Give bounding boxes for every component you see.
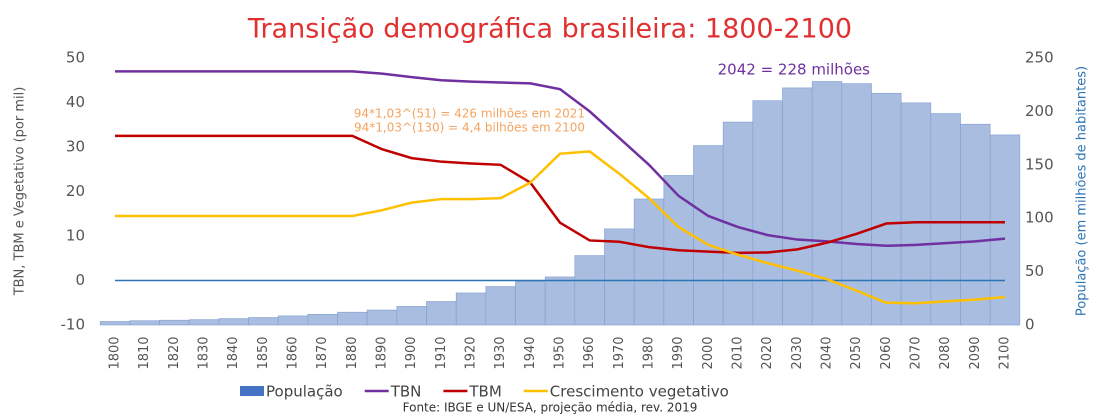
x-tick-label: 1910 — [434, 336, 449, 369]
bar — [277, 315, 309, 326]
y2-tick-label: 100 — [1025, 209, 1054, 227]
bar — [485, 286, 516, 326]
x-tick-label: 1990 — [671, 336, 686, 369]
bar — [900, 102, 932, 326]
x-tick-label: 1850 — [256, 336, 271, 369]
bar — [693, 145, 724, 326]
legend-label: TBN — [390, 383, 422, 401]
y-tick-label: 30 — [66, 138, 85, 156]
y-tick-label: 40 — [66, 93, 85, 111]
x-tick-label: 2020 — [760, 336, 775, 369]
bar — [841, 83, 872, 326]
legend-label: TBM — [468, 383, 501, 401]
bar — [752, 100, 783, 326]
bar — [188, 319, 220, 326]
bar — [871, 92, 902, 326]
bar — [426, 301, 457, 326]
x-tick-label: 1880 — [345, 336, 360, 369]
bar — [396, 306, 427, 326]
x-tick-label: 1860 — [286, 336, 301, 369]
line — [115, 134, 1005, 255]
y-tick-label: 0 — [75, 271, 85, 289]
x-tick-label: 1980 — [642, 336, 657, 369]
x-tick-label: 1950 — [553, 336, 568, 369]
x-tick-label: 1800 — [108, 336, 123, 369]
bar — [811, 81, 843, 326]
y-tick-label: 20 — [66, 182, 85, 200]
y2-tick-label: 200 — [1025, 102, 1054, 120]
x-tick-label: 2080 — [938, 336, 953, 369]
y2-tick-label: 250 — [1025, 49, 1054, 67]
x-tick-label: 2000 — [701, 336, 716, 369]
annotation: 94*1,03^(51) = 426 milhões em 2021 — [354, 107, 585, 121]
bar — [604, 228, 635, 326]
x-tick-label: 1900 — [404, 336, 419, 369]
x-tick-label: 1870 — [315, 336, 330, 369]
y-tick-label: 10 — [66, 227, 85, 245]
y-axis-label: TBN, TBM e Vegetativo (por mil) — [13, 87, 28, 297]
x-tick-label: 1960 — [582, 336, 597, 369]
x-tick-label: 1820 — [167, 336, 182, 369]
x-tick-label: 2050 — [849, 336, 864, 369]
bar — [366, 309, 398, 326]
bar — [307, 314, 338, 326]
x-tick-label: 2060 — [879, 336, 894, 369]
annotation: 94*1,03^(130) = 4,4 bilhões em 2100 — [354, 121, 585, 135]
x-tick-label: 2090 — [968, 336, 983, 369]
bar — [633, 198, 665, 326]
line — [115, 70, 1006, 248]
x-tick-label: 1840 — [226, 336, 241, 369]
bar — [337, 311, 368, 326]
bar — [248, 317, 279, 326]
x-tick-label: 1810 — [137, 336, 152, 369]
bar — [960, 123, 991, 326]
x-tick-label: 1830 — [197, 336, 212, 369]
bar — [574, 255, 605, 326]
legend-label: Crescimento vegetativo — [550, 383, 729, 401]
x-tick-label: 1930 — [493, 336, 508, 369]
bar — [989, 134, 1021, 326]
source: Fonte: IBGE e UN/ESA, projeção média, re… — [403, 401, 698, 415]
bar — [129, 320, 160, 326]
x-tick-label: 1970 — [612, 336, 627, 369]
bar — [782, 87, 813, 326]
bar — [159, 319, 190, 326]
x-tick-label: 2030 — [790, 336, 805, 369]
bar — [544, 276, 576, 326]
x-tick-label: 1940 — [523, 336, 538, 369]
y2-tick-label: 0 — [1025, 316, 1035, 334]
bar — [930, 113, 961, 326]
y-tick-label: 50 — [66, 49, 85, 67]
x-tick-label: 1920 — [464, 336, 479, 369]
annotation: 2042 = 228 milhões — [718, 61, 871, 79]
chart-title: Transição demográfica brasileira: 1800-2… — [247, 14, 852, 45]
legend-swatch — [240, 386, 264, 396]
y-tick-label: -10 — [61, 316, 86, 334]
legend-label: População — [266, 383, 343, 401]
x-tick-label: 2070 — [909, 336, 924, 369]
x-tick-label: 2010 — [731, 336, 746, 369]
bar — [515, 280, 546, 326]
y2-axis-label: População (em milhões de habitantes) — [1075, 66, 1090, 316]
bar — [218, 318, 249, 326]
bar — [455, 292, 487, 326]
y2-tick-label: 150 — [1025, 155, 1054, 173]
x-tick-label: 2100 — [998, 336, 1013, 369]
line — [115, 150, 1006, 305]
bar — [99, 321, 131, 326]
y2-tick-label: 50 — [1025, 262, 1044, 280]
x-tick-label: 2040 — [820, 336, 835, 369]
x-tick-label: 1890 — [375, 336, 390, 369]
